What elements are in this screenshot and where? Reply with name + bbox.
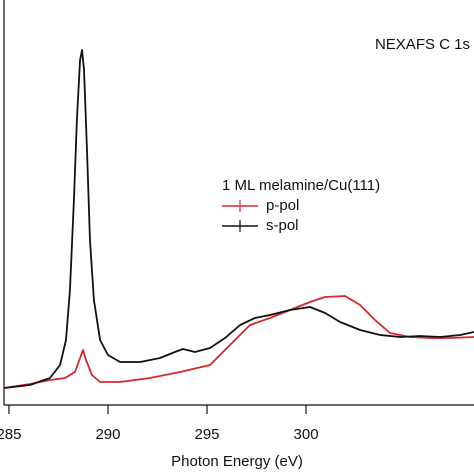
annotation: NEXAFS C 1s — [375, 36, 470, 53]
x-tick-label: 300 — [294, 426, 319, 443]
x-tick-label: 285 — [0, 426, 21, 443]
x-tick-label: 295 — [194, 426, 219, 443]
legend-label: s-pol — [266, 217, 299, 234]
legend-label: p-pol — [266, 197, 299, 214]
line-series — [3, 49, 474, 389]
legend-title: 1 ML melamine/Cu(111) — [222, 177, 380, 194]
x-tick-label: 290 — [95, 426, 120, 443]
x-axis-label: Photon Energy (eV) — [171, 453, 303, 470]
line-series — [3, 295, 474, 389]
